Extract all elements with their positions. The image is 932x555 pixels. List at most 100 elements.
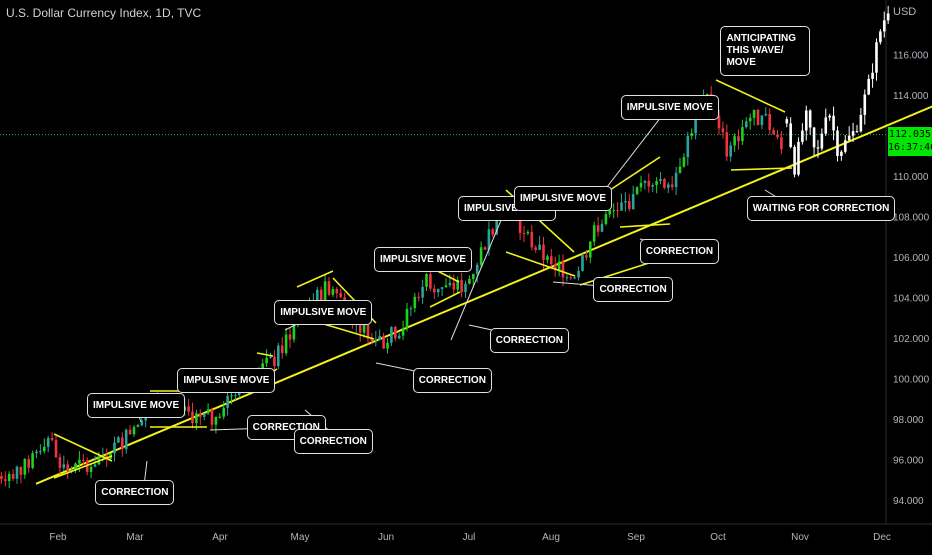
x-tick-label: Dec xyxy=(873,532,891,543)
candle-body xyxy=(643,180,647,183)
candle-body xyxy=(386,342,389,349)
annotation-callout: CORRECTION xyxy=(293,429,373,455)
candle-body xyxy=(339,293,342,298)
annotation-callout: IMPULSIVE MOVE xyxy=(373,246,473,272)
candle-body xyxy=(226,395,229,408)
pattern-line xyxy=(505,251,576,277)
callout-pointer xyxy=(450,208,507,341)
candle-body xyxy=(780,137,783,150)
projection-bar xyxy=(832,115,835,131)
x-tick-label: Jul xyxy=(463,532,476,543)
candle-body xyxy=(413,296,417,309)
pattern-line xyxy=(53,455,113,479)
candle-body xyxy=(487,229,491,250)
candle-body xyxy=(288,334,292,340)
candle-body xyxy=(327,281,331,295)
pattern-line xyxy=(256,352,274,357)
candle-countdown: 16:37:46 xyxy=(888,142,932,153)
candle-body xyxy=(737,136,740,142)
candle-body xyxy=(729,145,732,157)
annotation-callout: IMPULSIVE MOVE xyxy=(620,94,719,120)
annotation-callout: IMPULSIVE MOVE xyxy=(87,392,186,418)
candle-body xyxy=(585,255,588,258)
y-tick-label: 104.000 xyxy=(893,293,930,304)
candle-body xyxy=(608,210,612,215)
candle-body xyxy=(374,339,378,341)
annotation-callout: ANTICIPATING THIS WAVE/ MOVE xyxy=(720,26,811,77)
candle-body xyxy=(592,225,596,242)
candle-body xyxy=(27,459,30,468)
candle-body xyxy=(335,289,339,294)
projection-bar xyxy=(843,140,847,152)
candle-body xyxy=(124,429,128,450)
projection-bar xyxy=(820,133,824,149)
candle-body xyxy=(378,335,381,340)
axis-currency-label: USD xyxy=(893,6,917,18)
annotation-callout: CORRECTION xyxy=(412,368,492,394)
projection-bar xyxy=(824,117,828,134)
y-tick-label: 110.000 xyxy=(893,172,929,183)
candle-body xyxy=(475,264,479,274)
secondary-trendline xyxy=(579,261,653,286)
candle-body xyxy=(89,466,93,472)
candle-body xyxy=(433,288,436,293)
candle-body xyxy=(456,280,459,290)
y-tick-label: 100.000 xyxy=(893,374,930,385)
x-tick-label: Feb xyxy=(49,532,67,543)
candle-body xyxy=(444,285,448,288)
candle-body xyxy=(546,256,549,261)
projection-bar xyxy=(828,115,831,118)
candle-body xyxy=(4,479,7,482)
candle-body xyxy=(15,466,19,479)
candle-body xyxy=(46,437,50,447)
candle-body xyxy=(655,181,658,186)
candle-body xyxy=(366,320,370,339)
candle-body xyxy=(690,133,693,136)
candle-body xyxy=(589,241,592,258)
candle-body xyxy=(620,202,623,211)
candle-body xyxy=(581,255,584,271)
candle-body xyxy=(440,287,444,289)
candle-body xyxy=(663,178,666,188)
candle-body xyxy=(561,261,565,278)
candle-body xyxy=(628,201,631,210)
projection-bar xyxy=(851,131,855,136)
candle-body xyxy=(550,256,553,265)
candle-body xyxy=(472,273,475,279)
candle-body xyxy=(136,425,140,428)
candle-body xyxy=(191,411,194,424)
candle-body xyxy=(522,232,526,234)
candle-body xyxy=(569,277,573,279)
projection-bar xyxy=(801,130,804,142)
candle-body xyxy=(401,328,405,336)
pattern-line xyxy=(619,223,671,228)
candle-body xyxy=(316,289,319,302)
pattern-line xyxy=(296,270,334,288)
projection-bar xyxy=(816,147,820,149)
candle-body xyxy=(530,232,534,248)
candle-body xyxy=(62,464,66,468)
candle-body xyxy=(495,208,498,235)
candle-body xyxy=(132,427,136,435)
candle-body xyxy=(436,288,440,293)
candle-body xyxy=(202,413,206,417)
candle-body xyxy=(284,334,288,354)
candle-body xyxy=(261,363,264,370)
candle-body xyxy=(526,232,530,234)
candle-body xyxy=(604,214,608,224)
candle-body xyxy=(682,157,686,167)
candle-body xyxy=(277,345,280,366)
candle-body xyxy=(429,274,432,289)
candle-body xyxy=(31,453,34,468)
projection-bar xyxy=(867,78,870,95)
pattern-line xyxy=(730,167,793,171)
candle-body xyxy=(600,223,604,232)
candle-body xyxy=(82,459,85,461)
callout-pointer xyxy=(599,106,670,197)
x-tick-label: Aug xyxy=(542,532,560,543)
candle-body xyxy=(409,308,413,310)
candle-body xyxy=(222,407,225,417)
projection-bar xyxy=(789,123,792,147)
